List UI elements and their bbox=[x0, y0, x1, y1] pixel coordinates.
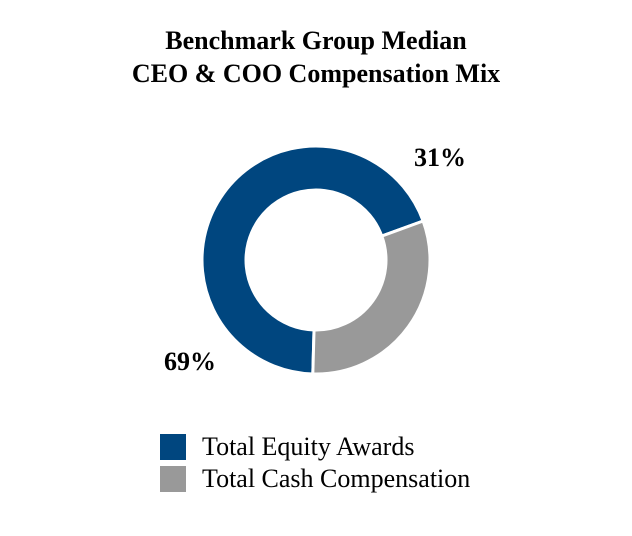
donut-slice-total-equity-awards bbox=[200, 144, 426, 376]
legend-label-total-cash-compensation: Total Cash Compensation bbox=[202, 464, 471, 493]
chart-title: Benchmark Group Median CEO & COO Compens… bbox=[0, 24, 632, 90]
chart-title-line-1: Benchmark Group Median bbox=[165, 26, 467, 55]
slice-label-total-equity-awards: 69% bbox=[164, 347, 216, 376]
donut-slice-total-cash-compensation bbox=[311, 219, 432, 376]
legend-item-total-equity-awards: Total Equity Awards bbox=[160, 431, 470, 463]
chart-title-line-2: CEO & COO Compensation Mix bbox=[131, 59, 501, 88]
legend: Total Equity Awards Total Cash Compensat… bbox=[160, 431, 470, 495]
donut-slices bbox=[200, 144, 432, 376]
legend-swatch-total-equity-awards bbox=[160, 434, 186, 460]
legend-item-total-cash-compensation: Total Cash Compensation bbox=[160, 463, 470, 495]
legend-label-total-equity-awards: Total Equity Awards bbox=[202, 432, 415, 461]
legend-swatch-total-cash-compensation bbox=[160, 466, 186, 492]
slice-label-total-cash-compensation: 31% bbox=[414, 143, 466, 172]
